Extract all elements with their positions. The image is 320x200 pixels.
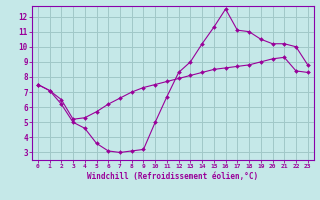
X-axis label: Windchill (Refroidissement éolien,°C): Windchill (Refroidissement éolien,°C) xyxy=(87,172,258,181)
